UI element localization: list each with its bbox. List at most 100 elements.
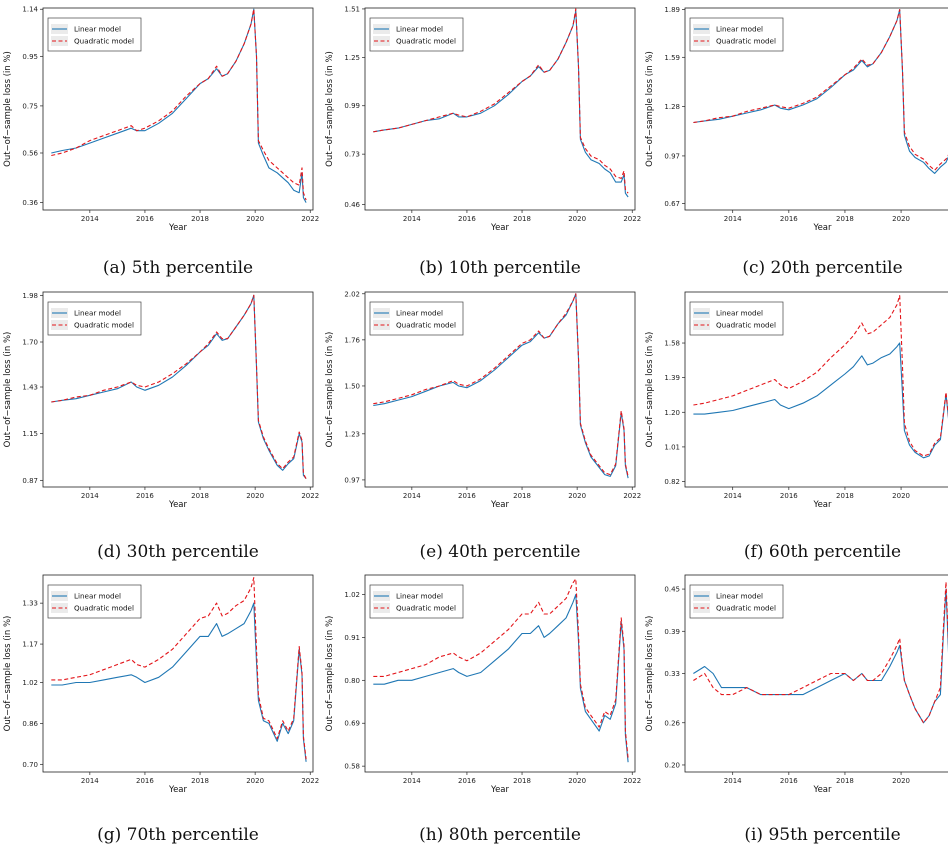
y-tick-label: 0.26 — [664, 719, 680, 727]
x-tick-label: 2018 — [513, 777, 531, 785]
x-tick-label: 2020 — [246, 777, 264, 785]
y-tick-label: 0.86 — [22, 720, 38, 728]
legend-box — [47, 301, 142, 336]
y-tick-label: 0.39 — [664, 628, 680, 636]
y-tick-label: 0.46 — [344, 201, 360, 209]
chart-panel-4: 2014 2016 2018 2020 2022 0.87 1.15 1.43 1.70 1.98… — [3, 291, 319, 510]
legend-label: Quadratic model — [716, 37, 776, 46]
y-tick-label: 1.17 — [22, 641, 38, 649]
x-tick-label: 2022 — [301, 777, 319, 785]
plot-frame — [684, 291, 948, 488]
legend-label: Linear model — [396, 309, 443, 318]
legend-label: Quadratic model — [74, 37, 134, 46]
legend-label: Linear model — [396, 25, 443, 34]
x-tick-label: 2020 — [568, 215, 586, 223]
x-tick-label: 2022 — [623, 777, 641, 785]
x-tick-label: 2014 — [81, 215, 99, 223]
legend-box — [369, 584, 464, 619]
y-tick-label: 0.95 — [22, 53, 38, 61]
legend-label: Quadratic model — [396, 321, 456, 330]
panel-caption: (b) 10th percentile — [419, 258, 581, 278]
y-tick-label: 0.97 — [344, 476, 360, 484]
legend-box — [47, 17, 142, 52]
legend-box — [369, 301, 464, 336]
y-tick-label: 1.28 — [664, 103, 680, 111]
legend-label: Linear model — [716, 592, 763, 601]
y-axis-label: Out−of−sample loss (in %) — [3, 332, 13, 448]
y-tick-label: 0.73 — [344, 151, 360, 159]
legend-box — [47, 584, 142, 619]
y-tick-label: 0.82 — [664, 478, 680, 486]
x-axis-label: Year — [490, 223, 510, 233]
legend-label: Linear model — [74, 309, 121, 318]
quadratic-model-line — [693, 9, 948, 171]
x-tick-label: 2022 — [623, 215, 641, 223]
legend-label: Linear model — [74, 592, 121, 601]
y-tick-label: 0.58 — [344, 763, 360, 771]
chart-panel-6: 201420162018202020220.821.011.201.391.58… — [645, 291, 948, 510]
y-tick-label: 0.36 — [22, 199, 38, 207]
chart-panel-7: 2014 2016 2018 2020 2022 0.70 0.86 1.02 1.17 1.33… — [3, 574, 319, 795]
legend-label: Linear model — [716, 309, 763, 318]
y-tick-label: 1.14 — [22, 6, 38, 14]
x-tick-label: 2022 — [301, 492, 319, 500]
panel-caption: (f) 60th percentile — [744, 542, 901, 562]
panel-caption: (a) 5th percentile — [103, 258, 253, 278]
chart-panel-8: 2014 2016 2018 2020 2022 0.58 0.69 0.80 0.91 1.02… — [325, 574, 641, 795]
x-tick-label: 2016 — [458, 492, 476, 500]
y-tick-label: 1.58 — [664, 340, 680, 348]
quadratic-model-line — [373, 293, 629, 477]
y-axis-label: Out−of−sample loss (in %) — [3, 616, 13, 732]
x-tick-label: 2018 — [836, 777, 854, 785]
x-tick-label: 2020 — [568, 492, 586, 500]
x-axis-label: Year — [168, 500, 188, 510]
x-tick-label: 2020 — [892, 215, 910, 223]
y-tick-label: 0.56 — [22, 149, 38, 157]
y-tick-label: 0.45 — [664, 586, 680, 594]
y-tick-label: 0.87 — [22, 477, 38, 485]
plot-frame — [42, 574, 314, 773]
quadratic-model-line — [51, 8, 307, 201]
x-tick-label: 2016 — [780, 492, 798, 500]
quadratic-model-line — [51, 577, 307, 760]
y-tick-label: 0.20 — [664, 761, 680, 769]
y-axis-label: Out−of−sample loss (in %) — [325, 616, 335, 732]
x-tick-label: 2018 — [513, 215, 531, 223]
y-axis-label: Out−of−sample loss (in %) — [645, 616, 655, 732]
x-axis-label: Year — [168, 785, 188, 795]
x-tick-label: 2018 — [191, 777, 209, 785]
panel-caption: (i) 95th percentile — [744, 825, 900, 845]
y-axis-label: Out−of−sample loss (in %) — [645, 332, 655, 448]
plot-frame — [684, 7, 948, 211]
y-tick-label: 1.59 — [664, 54, 680, 62]
chart-panel-9: 201420162018202020220.200.260.330.390.45… — [645, 574, 948, 795]
x-tick-label: 2014 — [403, 777, 421, 785]
x-tick-label: 2020 — [892, 777, 910, 785]
y-tick-label: 0.69 — [344, 720, 360, 728]
x-tick-label: 2020 — [568, 777, 586, 785]
x-tick-label: 2018 — [513, 492, 531, 500]
x-tick-label: 2018 — [836, 215, 854, 223]
plot-frame — [42, 7, 314, 211]
x-axis-label: Year — [813, 785, 833, 795]
y-tick-label: 0.91 — [344, 634, 360, 642]
legend-label: Quadratic model — [716, 604, 776, 613]
legend-box — [689, 584, 784, 619]
x-tick-label: 2016 — [136, 215, 154, 223]
plot-frame — [364, 574, 636, 773]
chart-panel-1: 2014 2016 2018 2020 2022 0.36 0.56 0.75 0.95 1.14… — [3, 6, 319, 233]
y-tick-label: 1.23 — [344, 430, 360, 438]
y-tick-label: 1.20 — [664, 409, 680, 417]
y-tick-label: 1.01 — [664, 443, 680, 451]
y-tick-label: 0.33 — [664, 670, 680, 678]
y-axis-label: Out−of−sample loss (in %) — [645, 51, 655, 167]
x-axis-label: Year — [490, 500, 510, 510]
linear-model-line — [51, 602, 307, 762]
quadratic-model-line — [373, 8, 629, 194]
x-axis-label: Year — [490, 785, 510, 795]
y-tick-label: 1.50 — [344, 382, 360, 390]
plot-frame — [364, 7, 636, 211]
legend-label: Quadratic model — [74, 321, 134, 330]
x-tick-label: 2018 — [191, 492, 209, 500]
